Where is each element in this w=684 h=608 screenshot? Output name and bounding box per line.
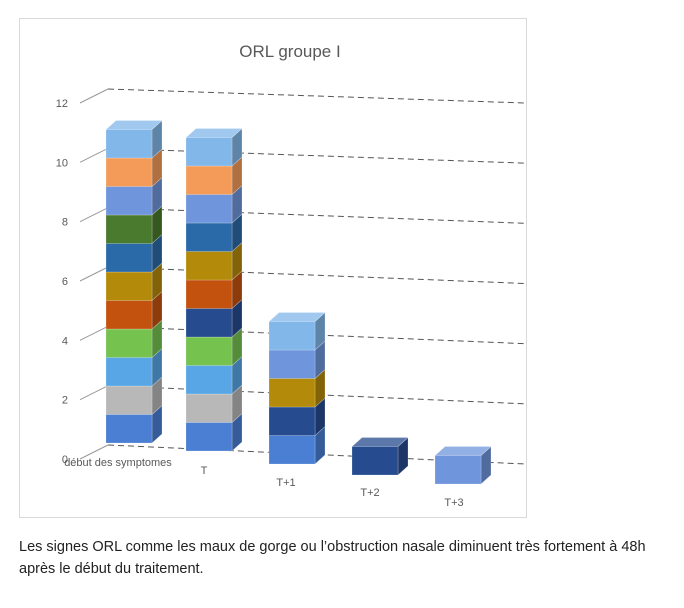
gridline-12 [107,88,526,104]
bar-segment [105,157,153,187]
x-tick-label-0: début des symptomes [64,457,172,469]
bar-group-2 [268,311,326,465]
grid-lines [79,88,526,465]
bar-segment [185,194,233,224]
bar-segment [105,385,153,415]
caption: Les signes ORL comme les maux de gorge o… [19,539,646,577]
bar-top [105,120,163,130]
bar-segment [268,321,316,351]
bar-segment [185,279,233,309]
bar-group-0 [105,119,163,444]
bar-segment [105,300,153,330]
chart-title: ORL groupe I [239,42,340,61]
bar-segment [105,414,153,444]
x-tick-label-2: T+1 [276,477,295,489]
bar-segment [105,271,153,301]
bar-segment [105,214,153,244]
y-tick-label-10: 10 [56,157,68,169]
bar-top [434,446,492,456]
bar-segment [105,357,153,387]
bar-segment [105,243,153,273]
bar-segment [185,308,233,338]
bar-segment [105,186,153,216]
y-tick-label-2: 2 [62,395,68,407]
chart-frame: ORL groupe I 0 2 4 6 8 10 12 début des symptom… [19,18,527,518]
gridline-left-8 [79,207,109,223]
y-tick-label-8: 8 [62,217,68,229]
y-tick-label-4: 4 [62,335,68,347]
bar-segment [185,393,233,423]
gridline-left-10 [79,147,109,163]
bar-top [185,128,243,138]
bar-segment [105,328,153,358]
bar-segment [185,422,233,452]
y-tick-label-0: 0 [62,454,68,466]
x-tick-label-4: T+3 [444,497,463,509]
bar-top [268,312,326,322]
bar-segment [268,378,316,408]
y-axis: 0 2 4 6 8 10 12 [56,98,68,466]
x-axis-labels: début des symptomes T T+1 T+2 T+3 [64,457,463,509]
y-tick-label-12: 12 [56,98,68,110]
gridline-10 [107,147,526,164]
bar-top [351,437,409,447]
gridline-left-2 [79,385,109,401]
bar-segment [185,222,233,252]
gridline-left-4 [79,325,109,341]
bar-segment [185,165,233,195]
bar-segment [105,129,153,159]
bar-segment [268,349,316,379]
bar-segment [185,336,233,366]
gridline-left-6 [79,266,109,282]
bar-segment [434,455,482,485]
gridline-left-12 [79,88,109,104]
bar-segment [268,435,316,465]
gridline-left-0 [79,444,109,460]
bars [105,119,492,485]
bar-segment [185,137,233,167]
chart-svg: ORL groupe I 0 2 4 6 8 10 12 début des symptom… [56,42,526,509]
y-tick-label-6: 6 [62,276,68,288]
x-tick-label-1: T [201,465,208,477]
gridline-6 [107,266,526,284]
bar-group-3 [351,436,409,476]
bar-segment [351,446,399,476]
gridline-8 [107,207,526,224]
bar-group-4 [434,445,492,485]
bar-group-1 [185,127,243,452]
bar-segment [185,365,233,395]
bar-segment [185,251,233,281]
bar-segment [268,406,316,436]
x-tick-label-3: T+2 [360,487,379,499]
